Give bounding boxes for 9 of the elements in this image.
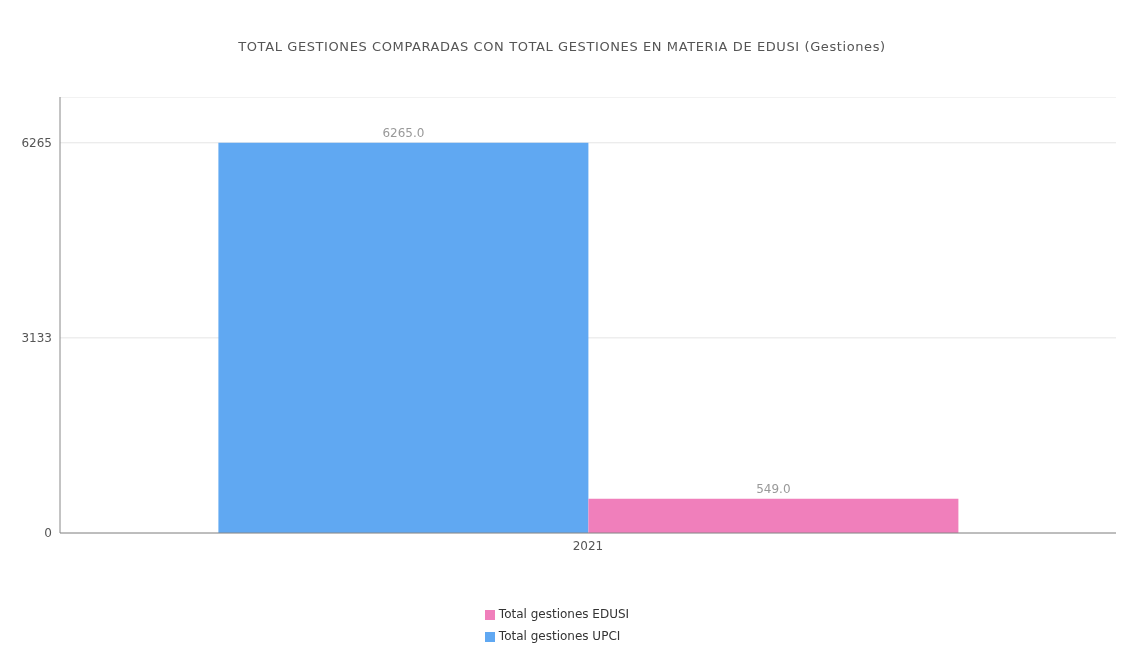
y-tick-label: 0 (44, 526, 52, 541)
legend-label: Total gestiones UPCI (498, 629, 621, 643)
legend-label: Total gestiones EDUSI (498, 607, 630, 621)
y-tick-label: 6265 (21, 136, 52, 151)
x-tick-label: 2021 (572, 538, 604, 553)
y-tick-label: 3133 (21, 331, 52, 346)
data-label: 6265.0 (382, 125, 425, 140)
chart-title: TOTAL GESTIONES COMPARADAS CON TOTAL GESTIONES EN MATERIA DE EDUSI (Gestiones) (237, 38, 887, 56)
data-label: 549.0 (756, 481, 791, 496)
